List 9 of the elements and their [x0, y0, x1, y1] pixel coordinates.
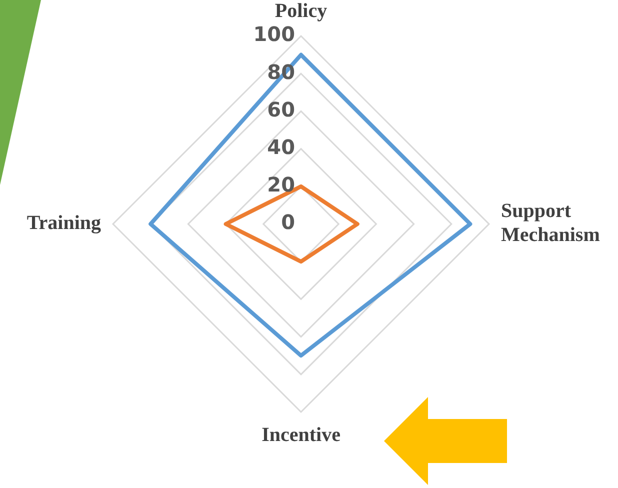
y-tick-label: 100	[253, 22, 295, 46]
spoke-label: Training	[26, 212, 101, 234]
spoke-label: Support Mechanism	[501, 200, 600, 246]
y-tick-label: 20	[267, 172, 295, 197]
spoke-label: Incentive	[262, 424, 341, 446]
spoke-label: Policy	[274, 0, 328, 22]
y-tick-label: 60	[267, 97, 295, 122]
y-tick-label: 40	[267, 135, 295, 160]
y-tick-label: 0	[281, 210, 295, 234]
